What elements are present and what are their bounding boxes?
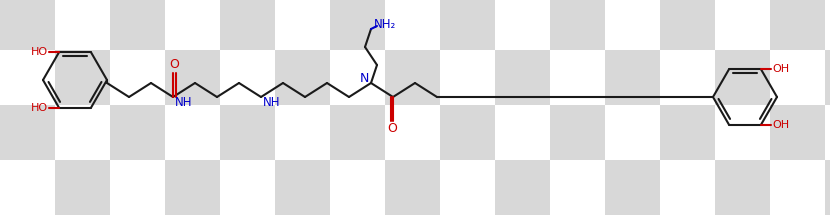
- Bar: [495, 105, 550, 160]
- Bar: [440, 105, 495, 160]
- Text: O: O: [387, 123, 397, 135]
- Bar: [165, 50, 220, 105]
- Bar: [770, 50, 825, 105]
- Bar: [440, 0, 495, 50]
- Bar: [330, 50, 385, 105]
- Bar: [55, 160, 110, 215]
- Bar: [330, 0, 385, 50]
- Text: NH₂: NH₂: [374, 18, 396, 32]
- Bar: [165, 160, 220, 215]
- Text: NH: NH: [175, 95, 193, 109]
- Bar: [495, 50, 550, 105]
- Bar: [550, 105, 605, 160]
- Bar: [770, 160, 825, 215]
- Bar: [770, 0, 825, 50]
- Bar: [660, 0, 715, 50]
- Bar: [220, 160, 275, 215]
- Bar: [495, 160, 550, 215]
- Bar: [220, 0, 275, 50]
- Bar: [715, 50, 770, 105]
- Bar: [55, 50, 110, 105]
- Bar: [275, 50, 330, 105]
- Text: HO: HO: [31, 103, 47, 113]
- Text: HO: HO: [31, 47, 47, 57]
- Bar: [550, 50, 605, 105]
- Bar: [385, 0, 440, 50]
- Bar: [275, 105, 330, 160]
- Text: OH: OH: [773, 64, 789, 74]
- Bar: [110, 160, 165, 215]
- Bar: [0, 0, 55, 50]
- Bar: [275, 160, 330, 215]
- Bar: [715, 105, 770, 160]
- Bar: [110, 50, 165, 105]
- Bar: [110, 0, 165, 50]
- Bar: [770, 105, 825, 160]
- Bar: [440, 50, 495, 105]
- Bar: [715, 160, 770, 215]
- Bar: [825, 50, 830, 105]
- Bar: [385, 105, 440, 160]
- Bar: [605, 105, 660, 160]
- Bar: [605, 0, 660, 50]
- Bar: [0, 160, 55, 215]
- Bar: [605, 160, 660, 215]
- Bar: [165, 105, 220, 160]
- Bar: [660, 105, 715, 160]
- Bar: [330, 105, 385, 160]
- Text: NH: NH: [263, 95, 281, 109]
- Bar: [55, 0, 110, 50]
- Bar: [605, 50, 660, 105]
- Bar: [825, 0, 830, 50]
- Bar: [110, 105, 165, 160]
- Bar: [495, 0, 550, 50]
- Bar: [825, 105, 830, 160]
- Text: OH: OH: [773, 120, 789, 130]
- Bar: [0, 105, 55, 160]
- Bar: [0, 50, 55, 105]
- Bar: [660, 160, 715, 215]
- Bar: [55, 105, 110, 160]
- Bar: [715, 0, 770, 50]
- Bar: [440, 160, 495, 215]
- Text: N: N: [359, 72, 369, 84]
- Bar: [220, 105, 275, 160]
- Bar: [330, 160, 385, 215]
- Bar: [825, 160, 830, 215]
- Text: O: O: [169, 58, 179, 72]
- Bar: [660, 50, 715, 105]
- Bar: [385, 50, 440, 105]
- Bar: [220, 50, 275, 105]
- Bar: [165, 0, 220, 50]
- Bar: [550, 160, 605, 215]
- Bar: [385, 160, 440, 215]
- Bar: [550, 0, 605, 50]
- Bar: [275, 0, 330, 50]
